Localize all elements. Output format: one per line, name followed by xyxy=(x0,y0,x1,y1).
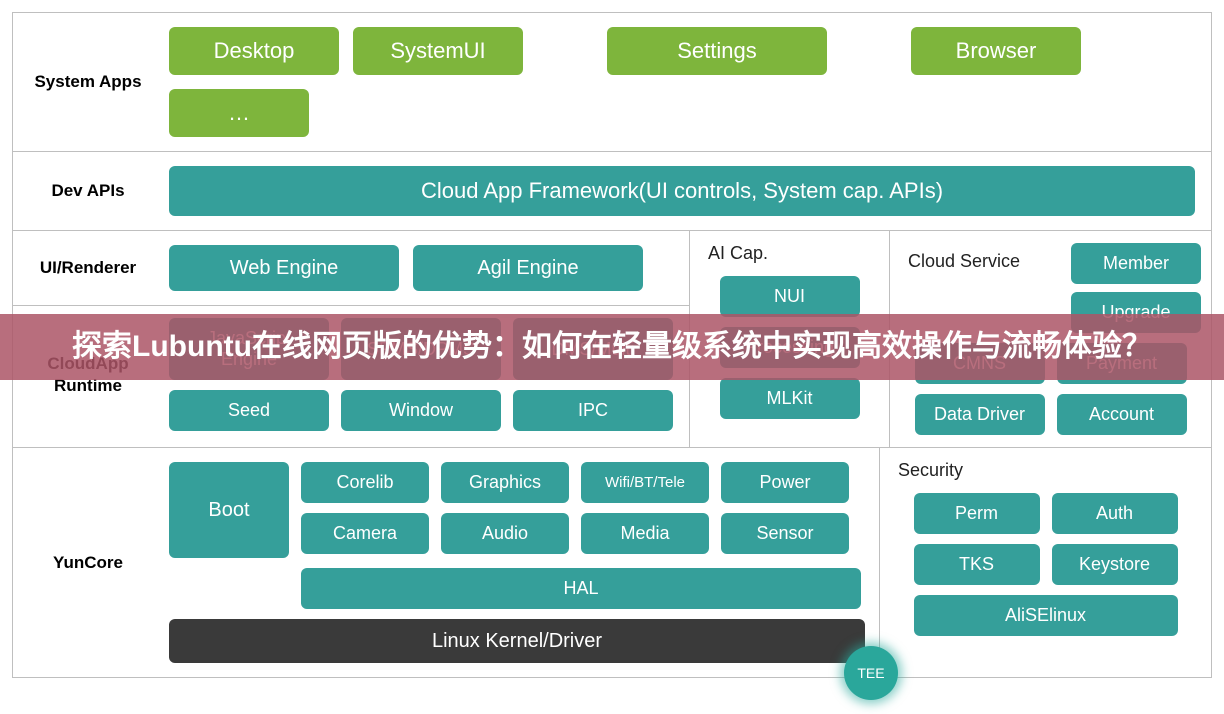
block-keystore: Keystore xyxy=(1052,544,1178,585)
block-cloud-app-framework: Cloud App Framework(UI controls, System … xyxy=(169,166,1195,216)
block-graphics: Graphics xyxy=(441,462,569,503)
row-dev-apis: Dev APIs Cloud App Framework(UI controls… xyxy=(13,152,1211,231)
block-boot: Boot xyxy=(169,462,289,558)
block-agil-engine: Agil Engine xyxy=(413,245,643,291)
block-camera: Camera xyxy=(301,513,429,554)
block-ipc: IPC xyxy=(513,390,673,431)
block-web-engine: Web Engine xyxy=(169,245,399,291)
block-account: Account xyxy=(1057,394,1187,435)
row-system-apps: System Apps Desktop SystemUI Settings Br… xyxy=(13,13,1211,152)
block-wifi-bt-tele: Wifi/BT/Tele xyxy=(581,462,709,503)
row-label-yuncore: YunCore xyxy=(13,448,163,677)
block-data-driver: Data Driver xyxy=(915,394,1045,435)
row-label-ui-renderer: UI/Renderer xyxy=(13,231,163,305)
block-tks: TKS xyxy=(914,544,1040,585)
tee-badge: TEE xyxy=(844,646,898,700)
block-settings: Settings xyxy=(607,27,827,75)
panel-label-security: Security xyxy=(890,460,1201,481)
block-hal: HAL xyxy=(301,568,861,609)
block-desktop: Desktop xyxy=(169,27,339,75)
row-label-system-apps: System Apps xyxy=(13,13,163,151)
block-power: Power xyxy=(721,462,849,503)
block-member: Member xyxy=(1071,243,1201,284)
block-sensor: Sensor xyxy=(721,513,849,554)
panel-label-ai-cap: AI Cap. xyxy=(700,243,879,264)
block-aliselinux: AliSElinux xyxy=(914,595,1178,636)
overlay-banner: 探索Lubuntu在线网页版的优势：如何在轻量级系统中实现高效操作与流畅体验？ xyxy=(0,314,1224,380)
block-corelib: Corelib xyxy=(301,462,429,503)
block-more-apps: … xyxy=(169,89,309,137)
block-window: Window xyxy=(341,390,501,431)
block-auth: Auth xyxy=(1052,493,1178,534)
block-browser: Browser xyxy=(911,27,1081,75)
panel-label-cloud-service: Cloud Service xyxy=(900,243,1061,272)
row-yuncore: YunCore Boot Corelib Graphics Wifi/BT/Te… xyxy=(13,448,1211,677)
row-label-dev-apis: Dev APIs xyxy=(13,152,163,230)
block-audio: Audio xyxy=(441,513,569,554)
block-seed: Seed xyxy=(169,390,329,431)
block-nui: NUI xyxy=(720,276,860,317)
block-mlkit: MLKit xyxy=(720,378,860,419)
block-systemui: SystemUI xyxy=(353,27,523,75)
block-media: Media xyxy=(581,513,709,554)
block-perm: Perm xyxy=(914,493,1040,534)
block-linux-kernel: Linux Kernel/Driver xyxy=(169,619,865,663)
